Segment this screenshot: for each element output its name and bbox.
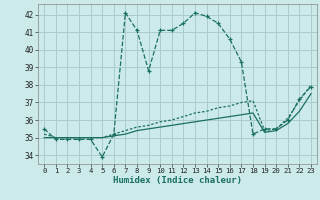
X-axis label: Humidex (Indice chaleur): Humidex (Indice chaleur) [113,176,242,185]
